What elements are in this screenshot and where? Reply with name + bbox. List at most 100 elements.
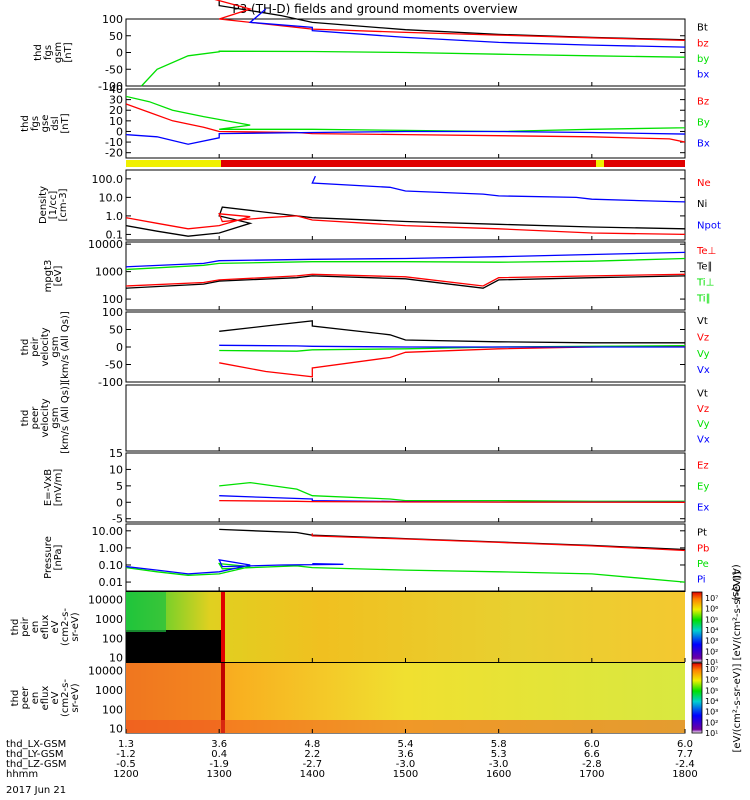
y-axis-label-line: [km/s (All Qs)] bbox=[60, 382, 71, 454]
panel-1: 100 50 0 -50 -100 thd fgs gsm [nT] Bt bz by bx bbox=[33, 13, 709, 93]
series-Ez bbox=[219, 499, 685, 503]
y-tick-label: 50 bbox=[109, 324, 123, 337]
electron-spectrogram-spike bbox=[221, 663, 225, 733]
orbit-row-value: 6.6 bbox=[584, 749, 600, 760]
y-axis-label-line: thd bbox=[20, 339, 31, 356]
colorbar-tick: 10⁷ bbox=[705, 665, 718, 674]
y-tick-label: 100 bbox=[102, 293, 123, 306]
orbit-row-value: 3.6 bbox=[398, 749, 414, 760]
orbit-row-value: 5.4 bbox=[398, 739, 414, 750]
orbit-row-value: -3.0 bbox=[489, 759, 509, 770]
orbit-row-label: thd_LX-GSM bbox=[6, 739, 66, 750]
colorbar-tick: 10¹ bbox=[705, 658, 718, 667]
colorbar-ticks: 10⁷10⁶10⁵10⁴10³10²10¹10⁷10⁶10⁵10⁴10³10²1… bbox=[705, 594, 718, 738]
date-label: 2017 Jun 21 bbox=[6, 785, 66, 796]
y-axis-label-line: thd bbox=[20, 115, 31, 132]
y-tick-label: 10.0 bbox=[99, 191, 124, 204]
pressure-side-note: (All Qs) bbox=[730, 564, 741, 601]
orbit-row-value: 3.6 bbox=[211, 739, 227, 750]
orbit-row-value: 1500 bbox=[393, 769, 418, 780]
y-axis-label-line: en bbox=[30, 692, 41, 705]
y-tick-label: -50 bbox=[105, 63, 123, 76]
y-axis-label-line: [km/s (All Qs)] bbox=[60, 311, 71, 383]
y-tick-label: 50 bbox=[109, 30, 123, 43]
colorbar-tick: 10⁴ bbox=[705, 626, 718, 635]
y-tick-label: 100 bbox=[102, 13, 123, 26]
legend-Bx: Bx bbox=[697, 139, 710, 150]
colorbar-tick: 10² bbox=[705, 647, 718, 656]
legend-Vt: Vt bbox=[697, 389, 708, 400]
colorbar-tick: 10⁴ bbox=[705, 697, 718, 706]
series-Npot bbox=[311, 175, 685, 203]
orbit-row-value: 1300 bbox=[206, 769, 231, 780]
orbit-row-value: 2.2 bbox=[304, 749, 320, 760]
legend-bx: bx bbox=[697, 69, 709, 80]
panel-frame bbox=[125, 384, 686, 452]
y-tick-label: 30 bbox=[109, 94, 123, 107]
series-Pe bbox=[126, 562, 685, 583]
orbit-row-value: 1200 bbox=[113, 769, 138, 780]
y-tick-label: 0 bbox=[116, 47, 123, 60]
y-tick-label: -100 bbox=[98, 80, 123, 93]
y-tick-label: 100 bbox=[102, 703, 123, 716]
orbit-row-value: 7.7 bbox=[677, 749, 693, 760]
y-axis-label-line: [nT] bbox=[63, 42, 74, 62]
x-axis-block: thd_LX-GSM 1.3 3.6 4.8 5.4 5.8 6.0 6.0 thd_LY-GS… bbox=[6, 82, 698, 780]
colorbar-tick: 10⁶ bbox=[705, 676, 718, 685]
y-axis-label-line: Pressure bbox=[43, 536, 54, 579]
y-tick-label: 0 bbox=[116, 341, 123, 354]
panel-8: 10.00 1.00 0.10 0.01 Pressure [nPa] Pt Pb Pe Pi (A… bbox=[43, 523, 741, 601]
y-tick-label: 10000 bbox=[88, 238, 123, 251]
legend-Vz: Vz bbox=[697, 404, 709, 415]
series-Bz bbox=[126, 103, 685, 143]
legend-Ez: Ez bbox=[697, 461, 709, 472]
series-bx bbox=[248, 8, 685, 48]
orbit-row-value: 1800 bbox=[672, 769, 697, 780]
colorbar-label: [eV/(cm²-s-sr-eV)] [eV/(cm²-s-sr-eV)] bbox=[732, 571, 743, 752]
legend-By: By bbox=[697, 118, 710, 129]
orbit-row-value: 6.0 bbox=[584, 739, 600, 750]
series-Pb bbox=[311, 533, 685, 552]
legend-Te⊥: Te⊥ bbox=[696, 246, 716, 257]
legend-Npot: Npot bbox=[697, 220, 721, 231]
y-axis-label-line: peir bbox=[20, 616, 31, 636]
y-axis-label-line: gsm bbox=[50, 336, 61, 357]
orbit-row-value: -2.4 bbox=[675, 759, 695, 770]
legend-Ni: Ni bbox=[697, 199, 707, 210]
legend-Ey: Ey bbox=[697, 482, 709, 493]
series-Pi bbox=[126, 558, 344, 575]
y-tick-label: 15 bbox=[109, 447, 123, 460]
y-tick-label: 0 bbox=[116, 125, 123, 138]
y-axis-label-line: sr-eV) bbox=[70, 612, 81, 641]
y-axis-label-line: peir bbox=[30, 336, 41, 356]
colorbar-tick: 10⁵ bbox=[705, 615, 718, 624]
y-tick-label: -5 bbox=[112, 513, 123, 526]
colorbar-electron bbox=[691, 662, 703, 734]
colorbar-tick: 10² bbox=[705, 718, 718, 727]
y-axis-label-line: sr-eV) bbox=[70, 683, 81, 712]
series-Vx bbox=[219, 344, 685, 348]
y-tick-label: 1.0 bbox=[106, 210, 124, 223]
colorbar-tick: 10⁵ bbox=[705, 686, 718, 695]
y-axis-label-line: [nPa] bbox=[53, 544, 64, 570]
y-tick-label: 100.0 bbox=[92, 173, 124, 186]
orbit-row-value: -2.7 bbox=[303, 759, 323, 770]
y-axis-label-line: mpgt3 bbox=[43, 260, 54, 293]
y-axis-label-line: eV bbox=[50, 691, 61, 704]
orbit-row-label: thd_LZ-GSM bbox=[6, 759, 67, 770]
orbit-row-value: -0.5 bbox=[116, 759, 136, 770]
series-Vt bbox=[219, 320, 685, 344]
legend-Bt: Bt bbox=[697, 23, 708, 34]
y-tick-label: 10 bbox=[109, 723, 123, 736]
y-tick-label: 10 bbox=[109, 652, 123, 665]
legend-Vx: Vx bbox=[697, 365, 710, 376]
colorbar-tick: 10⁷ bbox=[705, 594, 718, 603]
y-axis-label-line: [eV] bbox=[53, 266, 64, 287]
panel-4: 10000 1000 100 mpgt3 [eV] Te⊥ Te∥ Ti⊥ Ti∥ bbox=[43, 238, 716, 311]
y-axis-label-line: eflux bbox=[40, 615, 51, 640]
y-tick-label: 1000 bbox=[95, 613, 123, 626]
panel-7: 15 10 5 0 -5 E=-VxB [mV/m] Ez Ey Ex bbox=[43, 447, 709, 526]
orbit-row-value: 1600 bbox=[486, 769, 511, 780]
